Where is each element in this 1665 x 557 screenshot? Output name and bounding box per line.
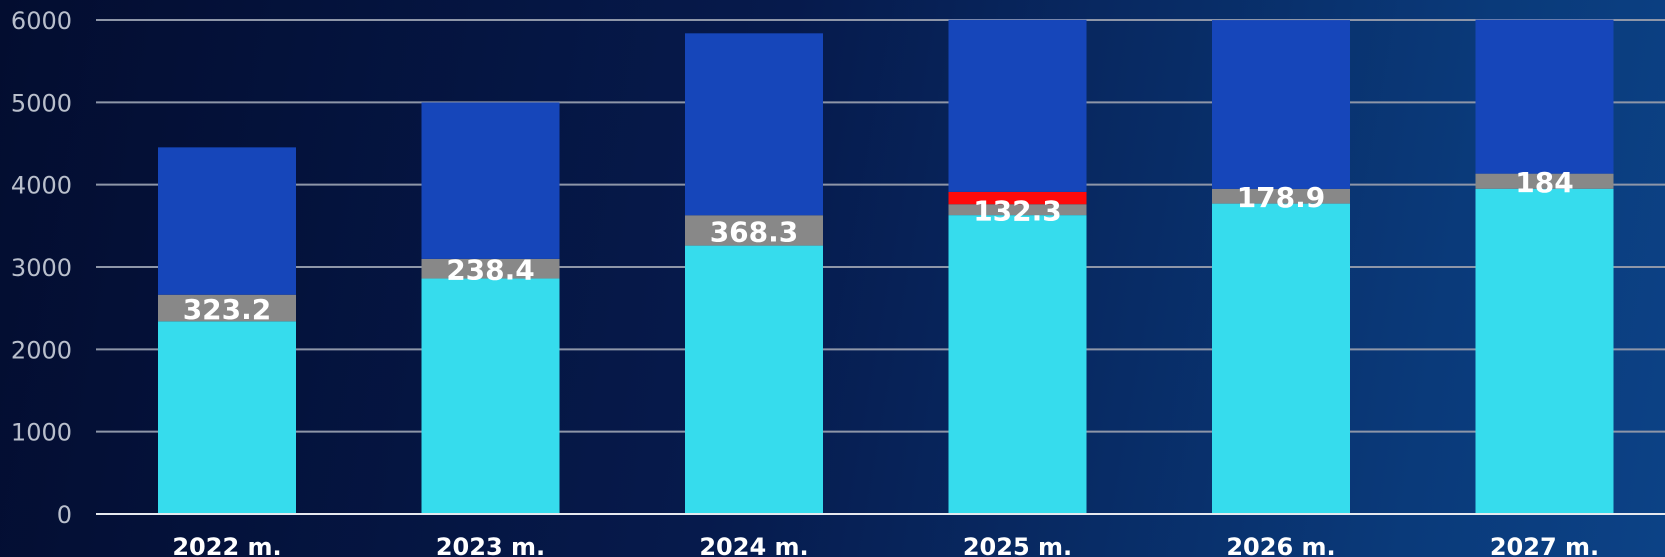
- x-tick-label: 2027 m.: [1490, 533, 1599, 557]
- bar-segment: [421, 278, 560, 514]
- bar-segment: [421, 102, 560, 259]
- bar-segment: [1212, 188, 1350, 204]
- bar-segment: [948, 191, 1087, 205]
- y-tick-label: 3000: [11, 254, 72, 282]
- bar-segment: [685, 245, 823, 515]
- x-tick-label: 2026 m.: [1226, 533, 1335, 557]
- data-label: 368.3: [710, 215, 799, 248]
- y-tick-label: 2000: [11, 336, 72, 364]
- bar-segment: [1475, 173, 1614, 189]
- bar-segment: [158, 294, 296, 322]
- x-tick-label: 2025 m.: [963, 533, 1072, 557]
- bar-segment: [158, 321, 296, 514]
- data-label: 184: [1515, 166, 1573, 199]
- bar-segment: [158, 147, 296, 295]
- x-axis: 2022 m. 2023 m. 2024 m. 2025 m. 2026 m. 2027 …: [96, 513, 1665, 557]
- data-labels: 323.2 238.4 368.3 132.3 178.9 184: [183, 166, 1574, 326]
- data-label: 132.3: [973, 195, 1062, 228]
- y-tick-label: 4000: [11, 172, 72, 200]
- y-tick-label: 0: [57, 501, 72, 529]
- bar-segment: [948, 19, 1087, 192]
- bar-segment: [1212, 203, 1350, 514]
- x-tick-label: 2024 m.: [699, 533, 808, 557]
- y-tick-label: 1000: [11, 419, 72, 447]
- y-tick-label: 6000: [11, 7, 72, 35]
- x-tick-label: 2022 m.: [172, 533, 281, 557]
- bar-segment: [1475, 19, 1614, 174]
- bar-segment: [685, 215, 823, 246]
- data-label: 238.4: [446, 254, 535, 287]
- data-label: 323.2: [183, 293, 272, 326]
- bar-segment: [685, 33, 823, 216]
- bars: [158, 19, 1614, 515]
- bar-segment: [421, 258, 560, 279]
- gridlines: [96, 19, 1665, 433]
- bar-segment: [948, 204, 1087, 216]
- data-label: 178.9: [1237, 181, 1326, 214]
- y-axis: 0 1000 2000 3000 4000 5000 6000: [11, 7, 72, 529]
- y-tick-label: 5000: [11, 89, 72, 117]
- bar-segment: [1475, 188, 1614, 515]
- x-tick-label: 2023 m.: [436, 533, 545, 557]
- bar-segment: [948, 215, 1087, 514]
- bar-segment: [1212, 20, 1350, 189]
